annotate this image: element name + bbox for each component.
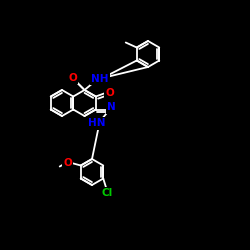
Text: N: N bbox=[108, 102, 116, 113]
Text: O: O bbox=[106, 88, 114, 98]
Text: NH: NH bbox=[91, 74, 108, 84]
Text: HN: HN bbox=[88, 118, 106, 128]
Text: O: O bbox=[63, 158, 72, 168]
Text: Cl: Cl bbox=[102, 188, 113, 198]
Text: O: O bbox=[68, 73, 77, 83]
